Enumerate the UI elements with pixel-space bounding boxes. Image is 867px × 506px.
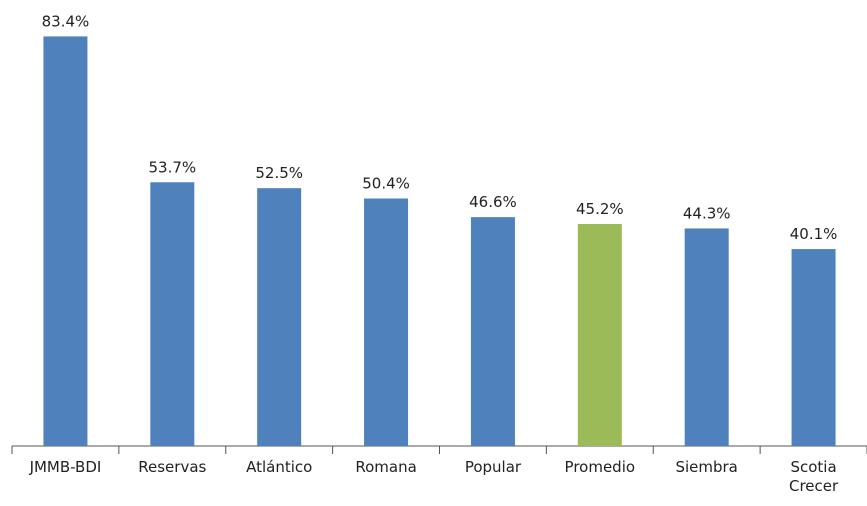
x-tick-label: Popular — [464, 458, 522, 476]
value-label: 52.5% — [255, 164, 303, 182]
value-label: 50.4% — [362, 174, 410, 192]
bar — [364, 198, 409, 446]
x-tick-label: Siembra — [675, 458, 738, 476]
bar — [150, 182, 195, 447]
bar — [791, 249, 836, 446]
x-tick-label: JMMB-BDI — [29, 458, 102, 476]
bar — [470, 217, 515, 446]
x-tick-label: Scotia Crecer — [788, 458, 839, 495]
bar — [577, 224, 622, 446]
value-label: 40.1% — [790, 225, 838, 243]
x-tick-label: Reservas — [138, 458, 207, 476]
x-tick-label: Promedio — [564, 458, 636, 476]
value-label: 45.2% — [576, 200, 624, 218]
bar — [257, 188, 302, 446]
value-label: 53.7% — [148, 158, 196, 176]
value-label: 83.4% — [42, 12, 90, 30]
value-label: 46.6% — [469, 193, 517, 211]
value-label: 44.3% — [683, 204, 731, 222]
bar — [684, 228, 729, 446]
x-tick-label: Romana — [355, 458, 417, 476]
bar — [43, 36, 88, 447]
x-tick-label: Atlántico — [246, 458, 313, 476]
